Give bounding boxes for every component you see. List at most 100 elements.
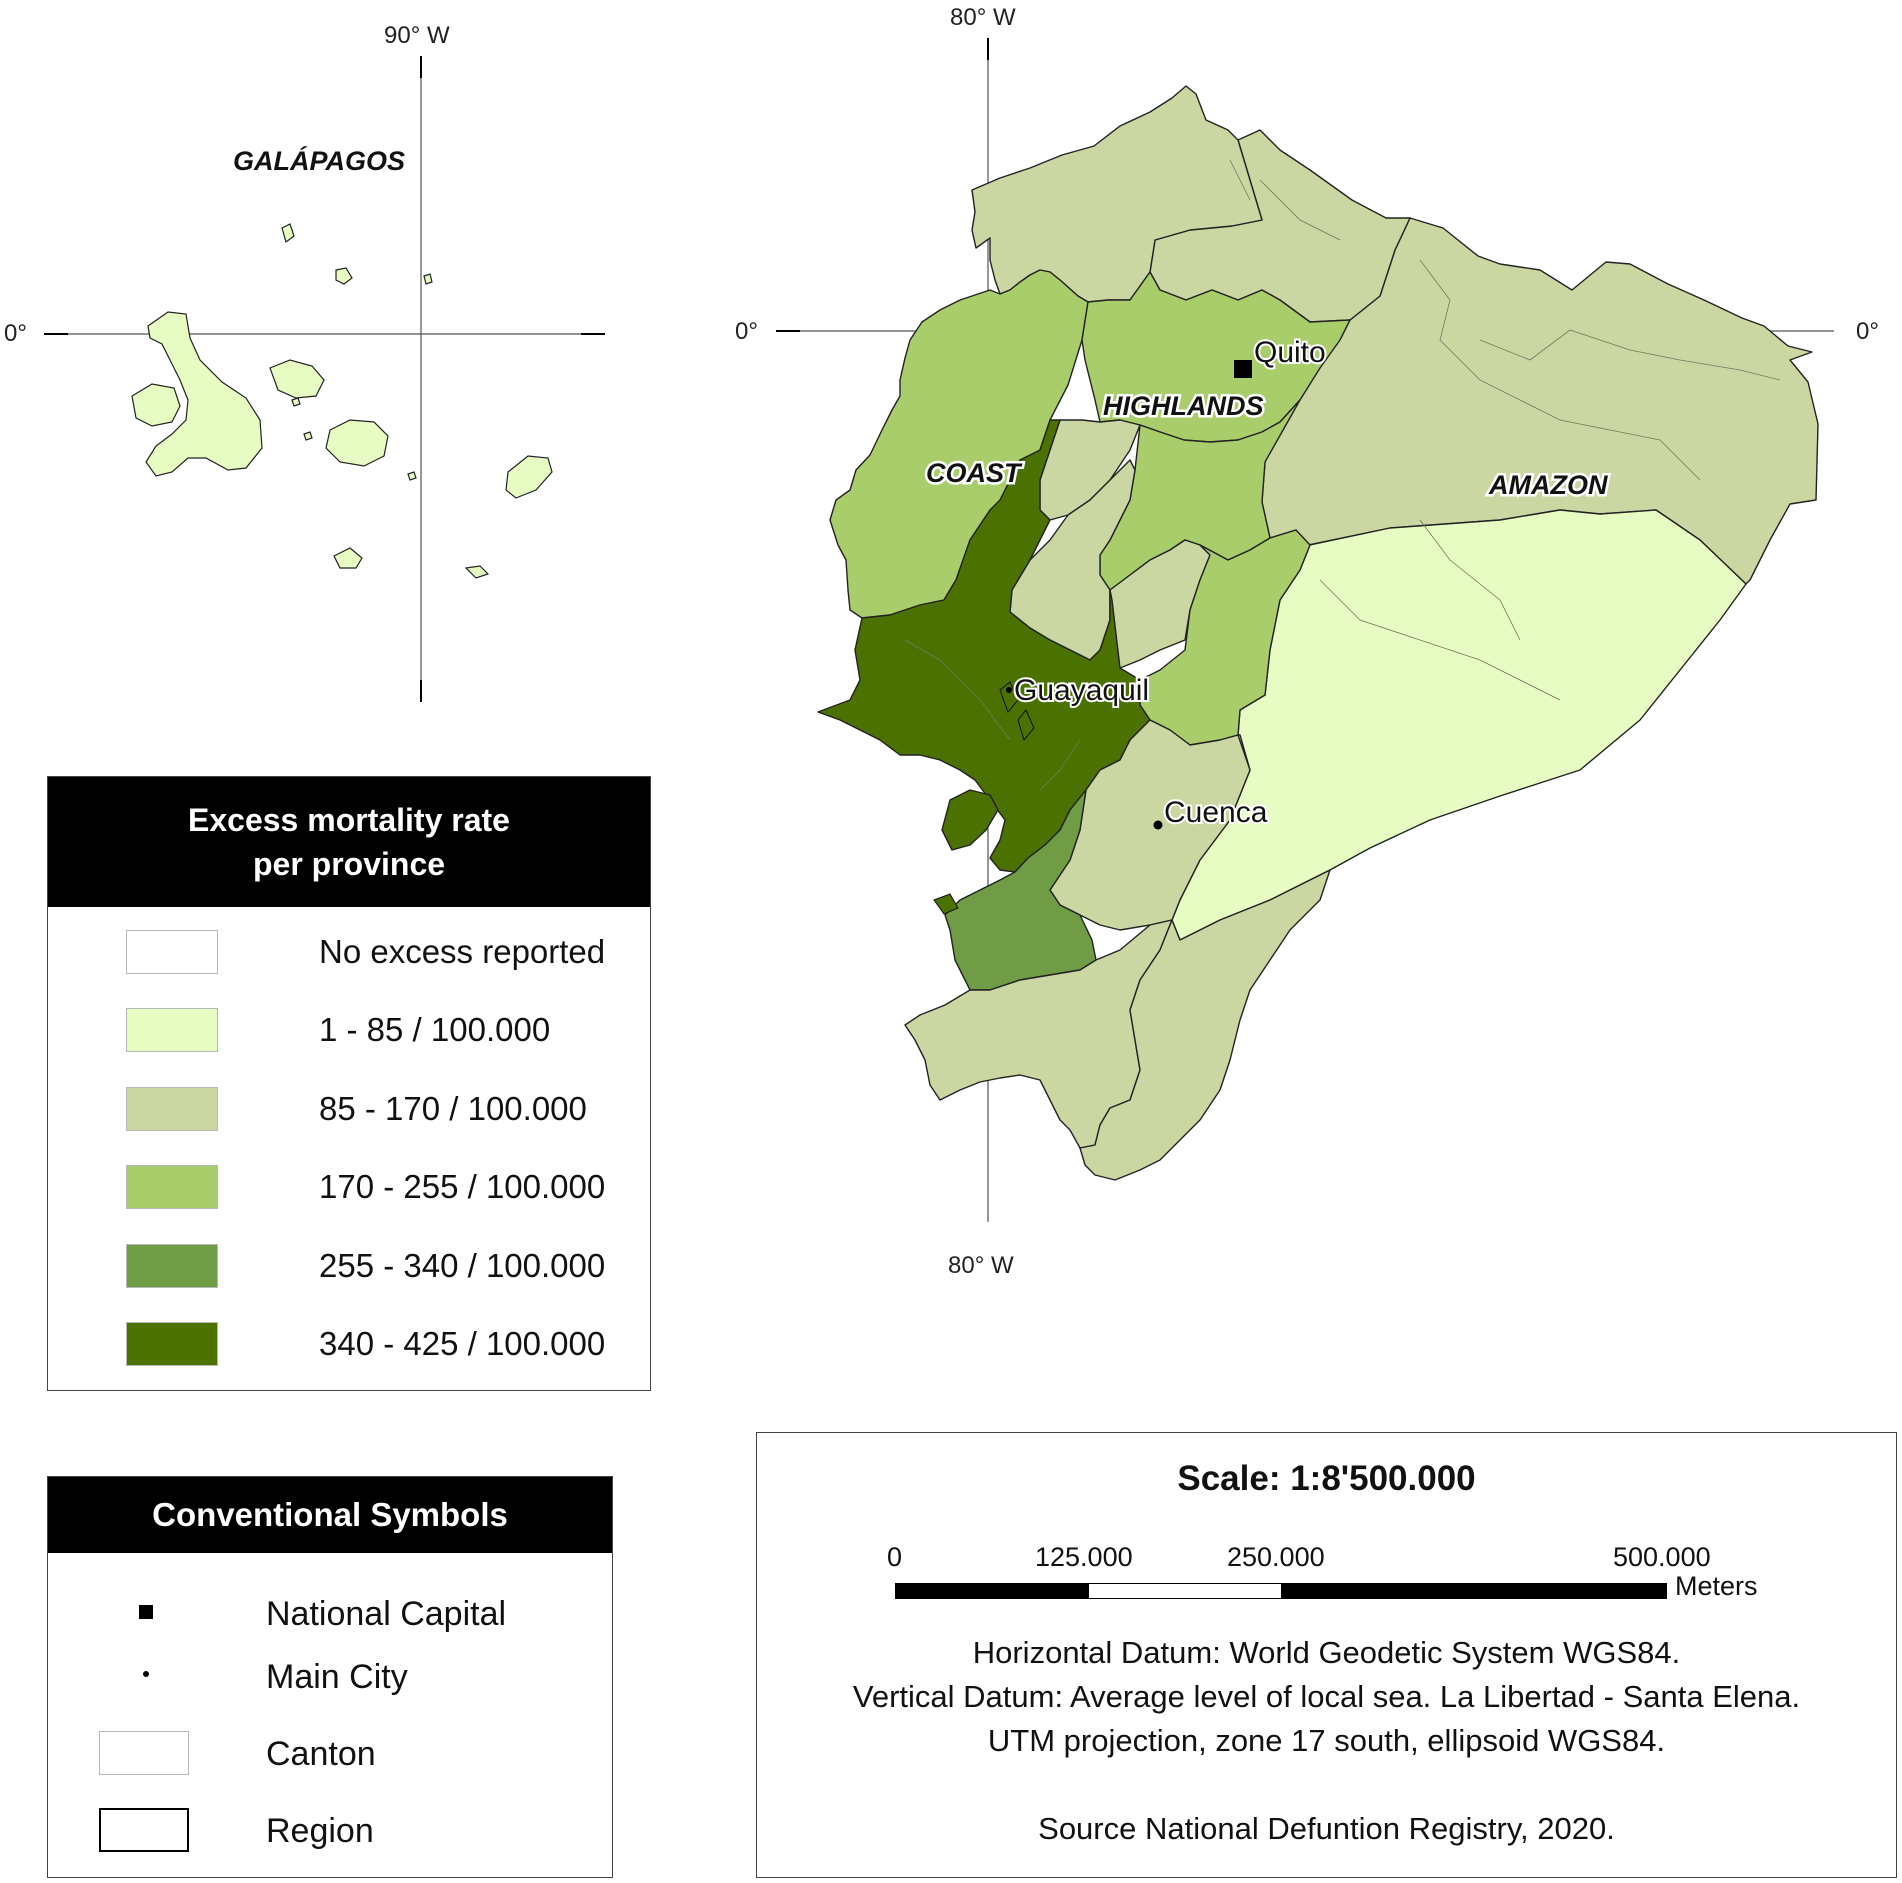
dot-marker-icon bbox=[143, 1671, 149, 1677]
guayaquil-label: Guayaquil bbox=[1014, 674, 1149, 707]
canton-line bbox=[1479, 329, 1781, 381]
legend-item-255-340: 255 - 340 / 100.000 bbox=[126, 1242, 605, 1290]
legend-swatch bbox=[126, 930, 218, 974]
canton-line bbox=[1259, 179, 1341, 241]
scale-tick-0: 0 bbox=[887, 1542, 903, 1572]
scale-title: Scale: 1:8'500.000 bbox=[1177, 1459, 1476, 1498]
lat-label-0-mid: 0° bbox=[735, 318, 758, 345]
source-text: Source National Defuntion Registry, 2020… bbox=[1038, 1811, 1615, 1846]
lat-label-0-right: 0° bbox=[1856, 318, 1879, 345]
symbol-label: Region bbox=[266, 1812, 374, 1850]
symbol-item-national-capital: National Capital bbox=[48, 1589, 612, 1639]
mortality-legend-header: Excess mortality rate per province bbox=[48, 777, 650, 907]
legend-label: No excess reported bbox=[319, 933, 606, 970]
region-labels: GALÁPAGOS COAST HIGHLANDS AMAZON bbox=[231, 143, 1611, 503]
national-capital-marker-icon bbox=[1234, 360, 1252, 378]
scale-bar bbox=[895, 1583, 1667, 1599]
symbol-label: National Capital bbox=[266, 1595, 507, 1633]
guayaquil-marker-icon bbox=[1006, 687, 1012, 693]
scale-tick-500000: 500.000 bbox=[1613, 1542, 1711, 1572]
projection-text: UTM projection, zone 17 south, ellipsoid… bbox=[987, 1723, 1666, 1758]
canton-line bbox=[1039, 739, 1081, 791]
legend-swatch bbox=[126, 1244, 218, 1288]
symbol-label: Canton bbox=[266, 1735, 376, 1773]
san-cristobal-island bbox=[505, 455, 553, 499]
scale-tick-250000: 250.000 bbox=[1227, 1542, 1325, 1572]
lat-label-0-left: 0° bbox=[4, 320, 27, 347]
legend-label: 340 - 425 / 100.000 bbox=[319, 1325, 606, 1362]
scale-bar-segment bbox=[896, 1584, 1089, 1598]
pinzon-island bbox=[303, 431, 313, 441]
coast-region-label: COAST bbox=[926, 458, 1023, 488]
canton-line bbox=[1319, 579, 1561, 701]
islet bbox=[1017, 709, 1035, 742]
symbol-item-canton: Canton bbox=[48, 1729, 612, 1779]
marchena-island bbox=[335, 267, 353, 285]
canton-line bbox=[1419, 519, 1521, 641]
symbol-item-region: Region bbox=[48, 1806, 612, 1856]
lon-label-80w-top: 80° W bbox=[950, 4, 1016, 31]
legend-item-170-255: 170 - 255 / 100.000 bbox=[126, 1163, 605, 1211]
legend-label: 85 - 170 / 100.000 bbox=[319, 1090, 587, 1127]
scale-tick-125000: 125.000 bbox=[1035, 1542, 1133, 1572]
quito-label: Quito bbox=[1254, 336, 1326, 369]
symbol-item-main-city: Main City bbox=[48, 1652, 612, 1702]
lon-label-90w: 90° W bbox=[384, 22, 450, 49]
scale-bar-segment bbox=[1281, 1584, 1666, 1598]
cuenca-label: Cuenca bbox=[1164, 796, 1268, 829]
pinta-island bbox=[281, 223, 295, 244]
fernandina-island bbox=[131, 383, 181, 427]
santa-fe-island bbox=[407, 471, 417, 481]
legend-label: 255 - 340 / 100.000 bbox=[319, 1247, 606, 1284]
mortality-legend-title-line2: per province bbox=[252, 846, 446, 882]
canton-outline-icon bbox=[99, 1731, 189, 1775]
legend-label: 170 - 255 / 100.000 bbox=[319, 1168, 606, 1205]
genovesa-island bbox=[423, 273, 433, 285]
islet bbox=[999, 681, 1019, 713]
scale-bar-segment bbox=[1088, 1584, 1281, 1598]
islet bbox=[933, 893, 959, 915]
coastal-islets bbox=[933, 681, 1035, 915]
espanola-island bbox=[464, 565, 490, 579]
square-marker-icon bbox=[139, 1605, 153, 1619]
region-outline-icon bbox=[99, 1808, 189, 1852]
highlands-region-label: HIGHLANDS bbox=[1103, 391, 1264, 421]
canton-line bbox=[1229, 159, 1251, 201]
scale-and-datum-box: Scale: 1:8'500.000 0 125.000 250.000 500… bbox=[756, 1432, 1897, 1878]
amazon-region-label: AMAZON bbox=[1488, 470, 1608, 500]
legend-swatch bbox=[126, 1008, 218, 1052]
vertical-datum-text: Vertical Datum: Average level of local s… bbox=[852, 1679, 1801, 1714]
galapagos-label: GALÁPAGOS bbox=[233, 145, 405, 176]
ecuador-map: GALÁPAGOS COAST HIGHLANDS AMAZON Quito G… bbox=[44, 38, 1834, 1222]
rabida-island bbox=[291, 397, 301, 407]
isabela-island bbox=[145, 311, 263, 477]
santiago-island bbox=[269, 359, 325, 399]
canton-line bbox=[904, 639, 1011, 741]
provinces bbox=[817, 85, 1819, 1181]
legend-label: 1 - 85 / 100.000 bbox=[319, 1011, 551, 1048]
lon-label-80w-bottom: 80° W bbox=[948, 1252, 1014, 1279]
legend-item-no-excess: No excess reported bbox=[126, 928, 605, 976]
floreana-island bbox=[333, 547, 363, 569]
galapagos-islands bbox=[131, 223, 553, 579]
santa-cruz-island bbox=[325, 419, 389, 467]
scale-units: Meters bbox=[1675, 1571, 1758, 1601]
city-labels: Quito Guayaquil Cuenca bbox=[1012, 334, 1328, 831]
canton-boundaries bbox=[904, 159, 1781, 791]
legend-item-1-85: 1 - 85 / 100.000 bbox=[126, 1006, 550, 1054]
symbols-legend: Conventional Symbols National Capital Ma… bbox=[47, 1476, 613, 1878]
mortality-legend-title-line1: Excess mortality rate bbox=[188, 802, 510, 838]
legend-item-340-425: 340 - 425 / 100.000 bbox=[126, 1320, 605, 1368]
legend-item-85-170: 85 - 170 / 100.000 bbox=[126, 1085, 587, 1133]
main-city-marker-icon bbox=[1153, 820, 1163, 830]
legend-swatch bbox=[126, 1322, 218, 1366]
mortality-legend: Excess mortality rate per province No ex… bbox=[47, 776, 651, 1391]
symbols-legend-header: Conventional Symbols bbox=[48, 1477, 612, 1553]
province-zamora-chinchipe bbox=[1079, 869, 1331, 1181]
puna-island bbox=[941, 789, 999, 851]
legend-swatch bbox=[126, 1165, 218, 1209]
symbol-label: Main City bbox=[266, 1658, 408, 1696]
canton-line bbox=[1419, 259, 1701, 481]
legend-swatch bbox=[126, 1087, 218, 1131]
